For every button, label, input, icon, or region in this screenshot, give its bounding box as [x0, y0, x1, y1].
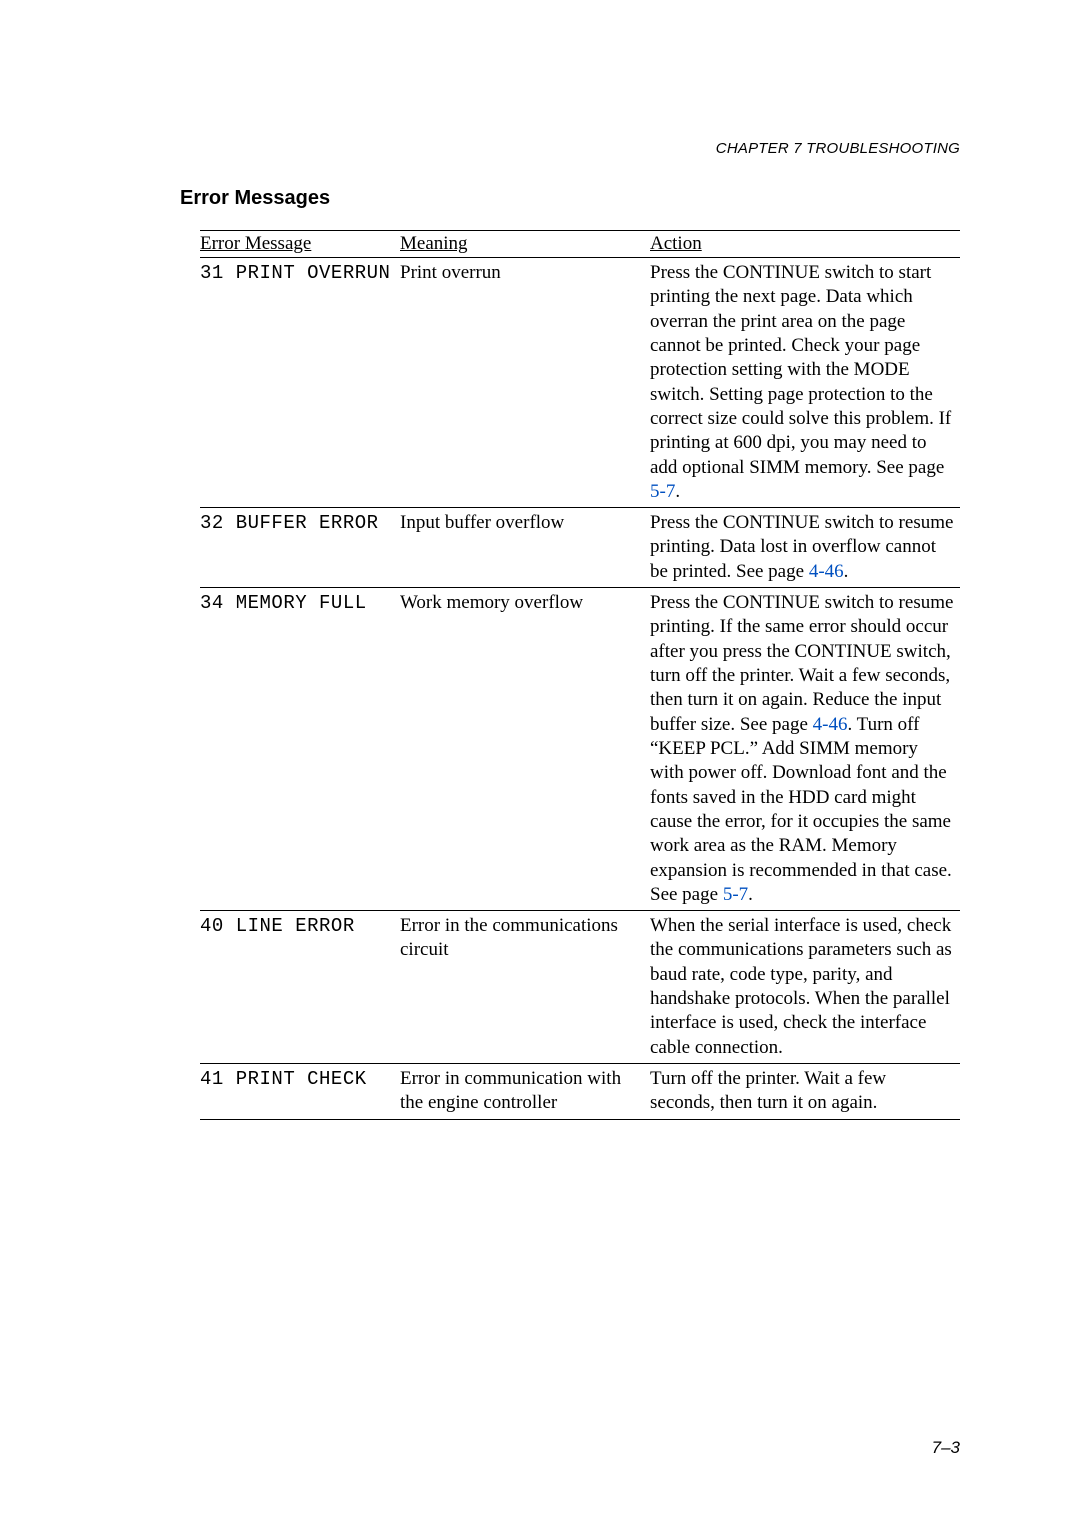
page-reference-link[interactable]: 4-46: [813, 714, 848, 735]
document-page: CHAPTER 7 TROUBLESHOOTING Error Messages…: [0, 0, 1080, 1528]
error-action: Press the CONTINUE switch to start print…: [650, 258, 960, 508]
page-number: 7–3: [932, 1438, 960, 1458]
page-reference-link[interactable]: 4-46: [809, 561, 844, 582]
error-meaning: Error in the communications circuit: [400, 911, 650, 1064]
page-reference-link[interactable]: 5-7: [723, 884, 748, 905]
error-code: 40 LINE ERROR: [200, 911, 400, 1064]
table-row: 41 PRINT CHECK Error in communication wi…: [200, 1064, 960, 1120]
column-header-meaning: Meaning: [400, 231, 650, 258]
error-action: When the serial interface is used, check…: [650, 911, 960, 1064]
table-row: 31 PRINT OVERRUN Print overrun Press the…: [200, 258, 960, 508]
error-code: 34 MEMORY FULL: [200, 588, 400, 911]
table-row: 34 MEMORY FULL Work memory overflow Pres…: [200, 588, 960, 911]
error-messages-table: Error Message Meaning Action 31 PRINT OV…: [200, 230, 960, 1120]
table-row: 32 BUFFER ERROR Input buffer overflow Pr…: [200, 508, 960, 588]
table-row: 40 LINE ERROR Error in the communication…: [200, 911, 960, 1064]
error-meaning: Work memory overflow: [400, 588, 650, 911]
page-reference-link[interactable]: 5-7: [650, 481, 675, 502]
error-code: 41 PRINT CHECK: [200, 1064, 400, 1120]
section-title: Error Messages: [180, 187, 960, 210]
error-action: Press the CONTINUE switch to resume prin…: [650, 508, 960, 588]
error-action: Turn off the printer. Wait a few seconds…: [650, 1064, 960, 1120]
column-header-error: Error Message: [200, 231, 400, 258]
error-meaning: Print overrun: [400, 258, 650, 508]
table-header-row: Error Message Meaning Action: [200, 231, 960, 258]
error-meaning: Input buffer overflow: [400, 508, 650, 588]
error-code: 31 PRINT OVERRUN: [200, 258, 400, 508]
error-meaning: Error in communication with the engine c…: [400, 1064, 650, 1120]
error-action: Press the CONTINUE switch to resume prin…: [650, 588, 960, 911]
error-code: 32 BUFFER ERROR: [200, 508, 400, 588]
chapter-header: CHAPTER 7 TROUBLESHOOTING: [200, 140, 960, 157]
column-header-action: Action: [650, 231, 960, 258]
